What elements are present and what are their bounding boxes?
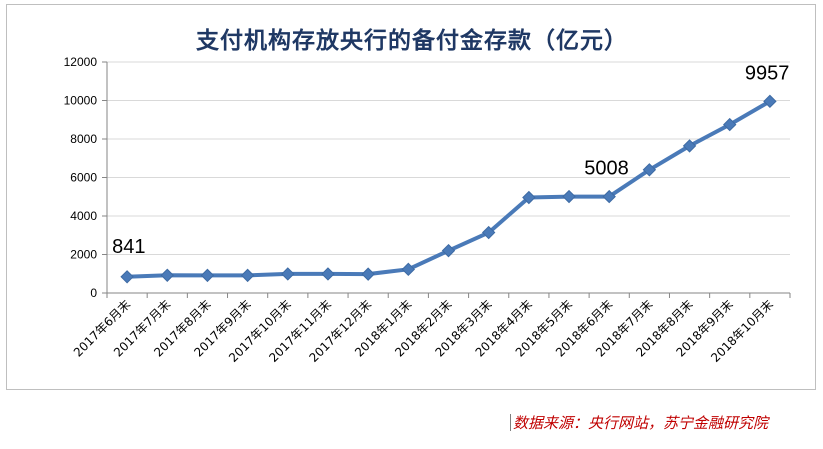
data-point-marker [160, 268, 174, 282]
data-point-marker [642, 163, 657, 177]
y-tick-label: 12000 [64, 55, 98, 69]
data-label: 9957 [745, 62, 790, 84]
y-tick-label: 0 [90, 286, 97, 300]
data-point-marker [361, 267, 375, 281]
data-point-marker [200, 268, 215, 283]
data-label: 5008 [584, 158, 629, 180]
data-point-marker [441, 243, 456, 258]
chart-title: 支付机构存放央行的备付金存款（亿元） [196, 27, 628, 54]
data-point-marker [682, 139, 697, 153]
chart-frame: 支付机构存放央行的备付金存款（亿元） [6, 4, 816, 390]
y-tick-label: 10000 [64, 94, 98, 108]
y-tick-label: 4000 [70, 209, 97, 223]
data-point-marker [602, 189, 616, 204]
data-point-marker [763, 94, 777, 109]
data-point-marker [240, 268, 255, 283]
data-label: 841 [112, 236, 145, 258]
data-point-marker [481, 225, 496, 240]
data-point-marker [723, 117, 737, 132]
data-point-marker [120, 270, 134, 284]
x-axis-ticks: 2017年6月末2017年7月末2017年8月末2017年9月末2017年10月… [71, 297, 776, 365]
y-tick-label: 8000 [70, 132, 97, 146]
data-point-marker [321, 267, 335, 281]
data-point-marker [281, 267, 295, 281]
y-tick-label: 2000 [70, 248, 97, 262]
data-point-marker [401, 262, 416, 277]
source-divider [510, 414, 511, 431]
data-point-marker [562, 189, 576, 204]
data-labels: 841 5008 9957 [112, 62, 789, 257]
source-note-text: 数据来源：央行网站，苏宁金融研究院 [513, 414, 769, 432]
line-chart: 0 2000 4000 6000 8000 10000 12000 2017年6月末2017… [64, 55, 791, 365]
source-note: 数据来源：央行网站，苏宁金融研究院 [510, 412, 823, 433]
gridlines [107, 61, 790, 255]
y-tick-label: 6000 [70, 171, 97, 185]
axes [102, 61, 791, 298]
data-point-marker [522, 190, 536, 205]
y-axis-ticks: 0 2000 4000 6000 8000 10000 12000 [64, 55, 98, 300]
series-markers [120, 94, 777, 284]
